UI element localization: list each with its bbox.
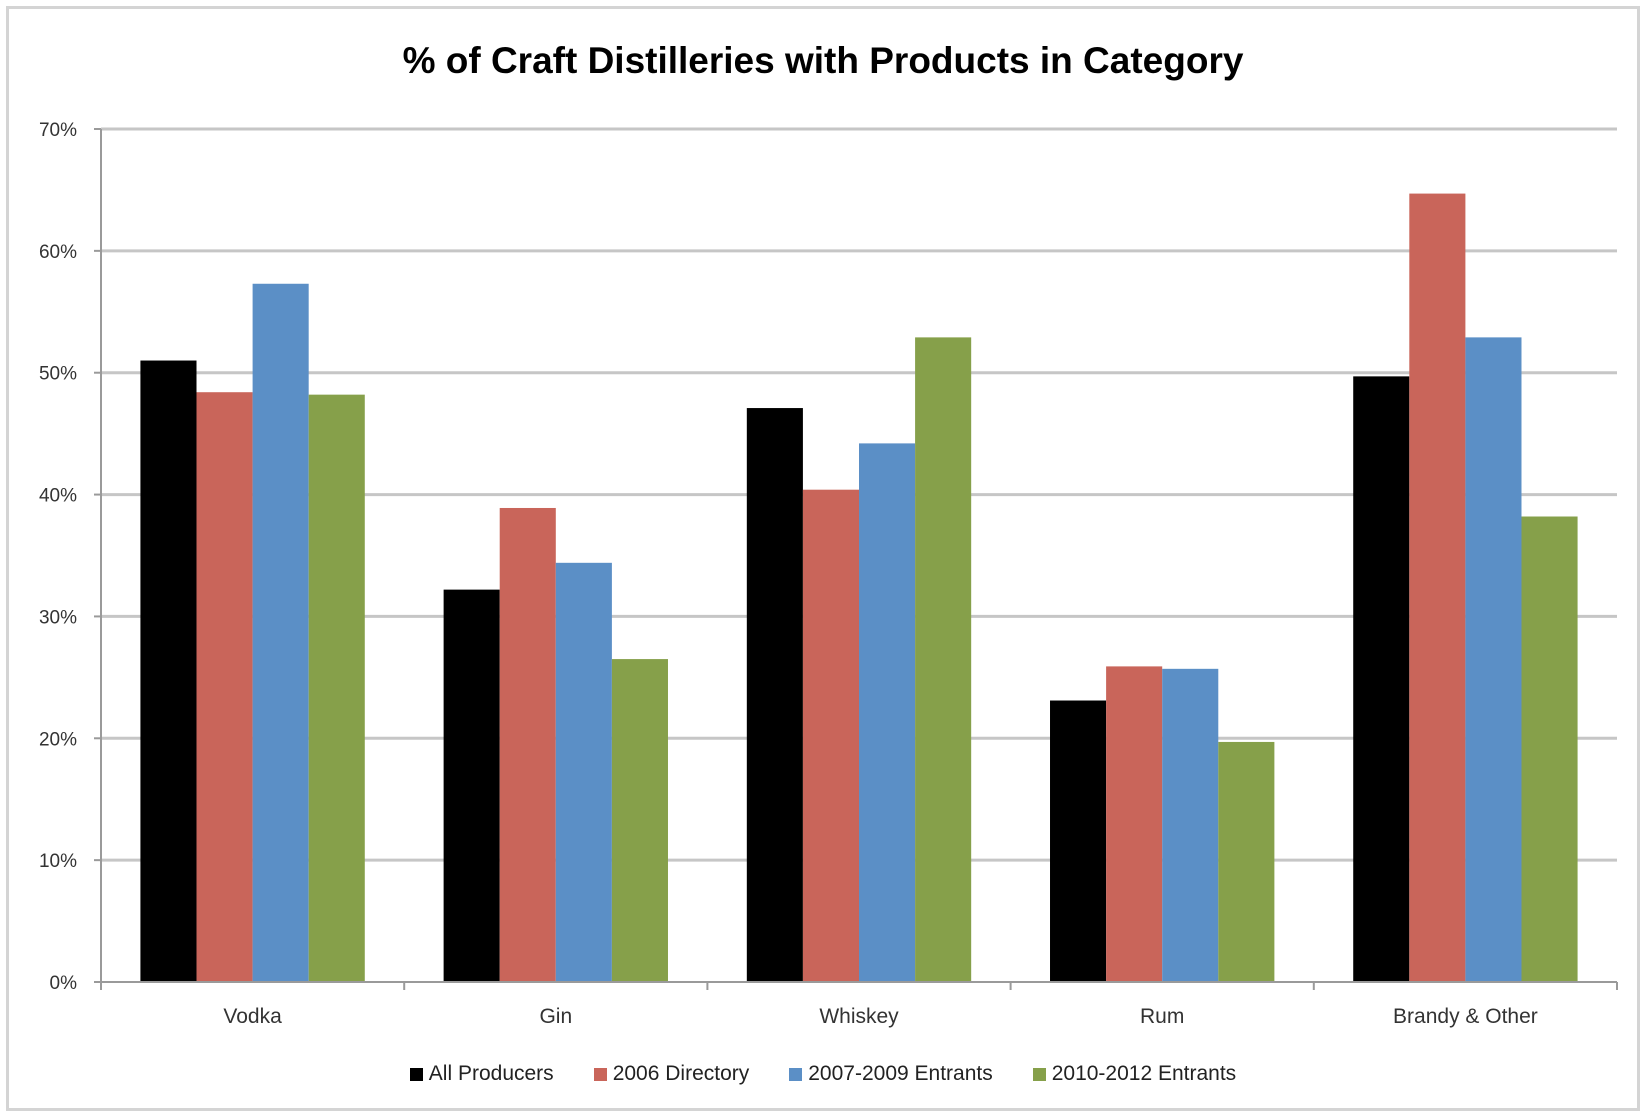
legend-item: 2010-2012 Entrants xyxy=(1032,1062,1237,1086)
bar xyxy=(746,408,803,982)
y-tick-label: 10% xyxy=(39,851,77,872)
bar xyxy=(140,360,197,982)
bar xyxy=(252,283,309,983)
x-tick-label: Gin xyxy=(539,1005,572,1028)
legend-swatch xyxy=(409,1067,423,1081)
legend-item: All Producers xyxy=(409,1062,554,1086)
y-tick-label: 50% xyxy=(39,364,77,385)
legend-swatch xyxy=(1032,1067,1046,1081)
bar xyxy=(611,659,668,982)
bar xyxy=(196,392,253,982)
y-tick-label: 20% xyxy=(39,729,77,750)
x-tick-label: Brandy & Other xyxy=(1393,1005,1538,1028)
bar xyxy=(802,489,859,982)
bar xyxy=(1465,337,1522,982)
bar xyxy=(1521,516,1578,982)
legend-swatch xyxy=(593,1067,607,1081)
bar xyxy=(1409,193,1466,982)
legend-label: 2007-2009 Entrants xyxy=(808,1062,993,1085)
legend-swatch xyxy=(789,1067,803,1081)
y-tick-label: 70% xyxy=(39,120,77,141)
bar xyxy=(555,562,612,982)
bar xyxy=(1353,376,1410,982)
bar xyxy=(859,443,916,982)
legend-label: 2010-2012 Entrants xyxy=(1051,1062,1237,1085)
legend-label: 2006 Directory xyxy=(612,1062,750,1085)
bar xyxy=(499,507,556,982)
bars xyxy=(140,193,1578,983)
bar xyxy=(1218,741,1275,982)
legend-item: 2006 Directory xyxy=(593,1062,750,1086)
axes xyxy=(94,128,1618,990)
x-tick-label: Whiskey xyxy=(819,1005,899,1028)
x-tick-label: Rum xyxy=(1140,1005,1184,1028)
axis-labels: 0% 10% 20% 30% 40% 50% 60% 70% Vodka Gin Whiskey Ru… xyxy=(39,120,1538,1028)
legend: All Producers 2006 Directory 2007-2009 Ent… xyxy=(0,1062,1646,1086)
legend-label: All Producers xyxy=(428,1062,554,1085)
y-tick-label: 0% xyxy=(50,973,78,994)
bar xyxy=(443,589,500,982)
legend-item: 2007-2009 Entrants xyxy=(789,1062,993,1086)
x-tick-label: Vodka xyxy=(223,1005,282,1028)
bar xyxy=(915,337,972,982)
bar xyxy=(1106,666,1163,982)
y-tick-label: 40% xyxy=(39,486,77,507)
bar xyxy=(1050,700,1107,982)
bar xyxy=(308,394,365,982)
bar xyxy=(1162,668,1219,982)
y-tick-label: 30% xyxy=(39,607,77,628)
chart-title: % of Craft Distilleries with Products in… xyxy=(402,40,1244,81)
y-tick-label: 60% xyxy=(39,242,77,263)
